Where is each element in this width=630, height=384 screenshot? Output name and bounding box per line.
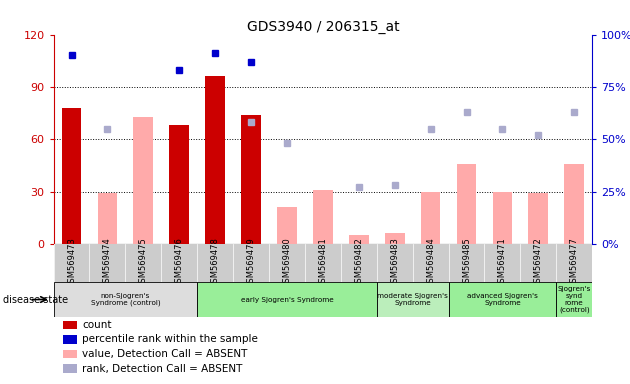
Text: advanced Sjogren's
Syndrome: advanced Sjogren's Syndrome: [467, 293, 538, 306]
Bar: [449, 282, 556, 317]
Bar: [277, 207, 297, 244]
Text: non-Sjogren's
Syndrome (control): non-Sjogren's Syndrome (control): [91, 293, 160, 306]
Bar: [205, 76, 225, 244]
Text: GSM569477: GSM569477: [570, 238, 579, 288]
Text: count: count: [82, 320, 112, 330]
Bar: [556, 282, 592, 317]
Text: GSM569480: GSM569480: [282, 238, 292, 288]
Bar: [54, 282, 197, 317]
Text: GSM569485: GSM569485: [462, 238, 471, 288]
Bar: [421, 192, 440, 244]
Bar: [62, 108, 81, 244]
Bar: [457, 164, 476, 244]
Text: GSM569476: GSM569476: [175, 238, 184, 288]
Bar: [493, 192, 512, 244]
Text: GSM569473: GSM569473: [67, 238, 76, 288]
Bar: [313, 190, 333, 244]
Text: GSM569472: GSM569472: [534, 238, 543, 288]
Bar: [197, 282, 377, 317]
Text: moderate Sjogren's
Syndrome: moderate Sjogren's Syndrome: [377, 293, 448, 306]
Text: GSM569484: GSM569484: [426, 238, 435, 288]
Bar: [349, 235, 369, 244]
Bar: [385, 233, 404, 244]
Bar: [529, 193, 548, 244]
Text: GSM569474: GSM569474: [103, 238, 112, 288]
Text: GSM569481: GSM569481: [318, 238, 328, 288]
Bar: [98, 193, 117, 244]
Text: GSM569475: GSM569475: [139, 238, 148, 288]
Text: GSM569482: GSM569482: [354, 238, 364, 288]
Text: value, Detection Call = ABSENT: value, Detection Call = ABSENT: [82, 349, 247, 359]
Bar: [134, 116, 153, 244]
Text: disease state: disease state: [3, 295, 68, 305]
Text: GSM569483: GSM569483: [390, 238, 399, 288]
Text: percentile rank within the sample: percentile rank within the sample: [82, 334, 258, 344]
Bar: [169, 125, 189, 244]
Bar: [564, 164, 584, 244]
Text: GSM569478: GSM569478: [210, 238, 220, 288]
Text: Sjogren's
synd
rome
(control): Sjogren's synd rome (control): [558, 286, 591, 313]
Text: early Sjogren's Syndrome: early Sjogren's Syndrome: [241, 296, 333, 303]
Bar: [241, 115, 261, 244]
Text: GSM569479: GSM569479: [246, 238, 256, 288]
Bar: [377, 282, 449, 317]
Text: GSM569471: GSM569471: [498, 238, 507, 288]
Title: GDS3940 / 206315_at: GDS3940 / 206315_at: [246, 20, 399, 33]
Text: rank, Detection Call = ABSENT: rank, Detection Call = ABSENT: [82, 364, 243, 374]
